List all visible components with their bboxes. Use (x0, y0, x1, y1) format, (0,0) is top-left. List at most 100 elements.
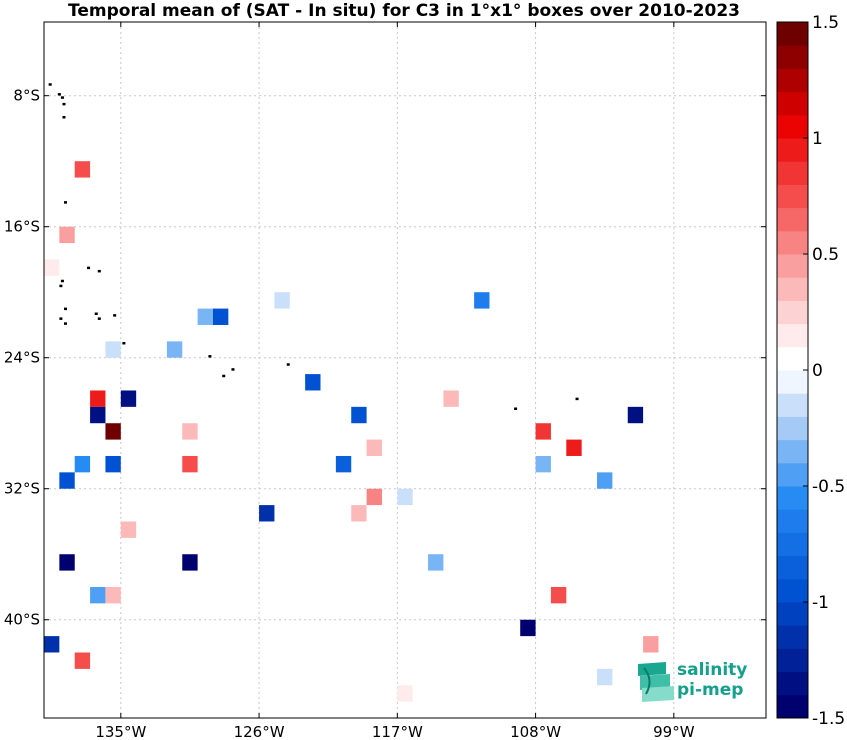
colorbar-swatch (777, 161, 808, 185)
data-cell (474, 292, 490, 309)
colorbar-swatch (777, 230, 808, 255)
colorbar-swatch (777, 625, 808, 649)
island-marker (575, 397, 579, 401)
island-marker (231, 368, 235, 371)
colorbar-swatch (777, 207, 808, 232)
island-marker (87, 266, 91, 270)
colorbar-swatch (777, 671, 808, 696)
colorbar-swatch (777, 439, 808, 464)
x-tick-label: 117°W (372, 723, 423, 740)
data-cell (59, 472, 75, 489)
colorbar-swatch (777, 486, 808, 510)
data-cell (566, 439, 582, 456)
data-cell (597, 472, 613, 489)
data-cell (90, 390, 106, 407)
x-tick-label: 99°W (653, 723, 695, 740)
data-cell (520, 619, 536, 637)
colorbar-swatch (777, 184, 808, 209)
data-cell (166, 341, 183, 358)
logo-icon (638, 662, 674, 702)
colorbar-swatch (777, 91, 808, 116)
data-cell (535, 455, 551, 473)
data-cell (397, 488, 413, 506)
island-marker (62, 102, 66, 106)
colorbar-tick-label: -1.5 (812, 709, 845, 729)
data-cell (44, 259, 60, 276)
island-marker (59, 317, 63, 320)
data-cell (90, 586, 106, 604)
data-cell (643, 636, 659, 653)
data-cell (44, 636, 60, 653)
plot-frame (43, 21, 767, 719)
data-cell (105, 586, 121, 604)
data-cell (428, 554, 444, 571)
island-marker (59, 284, 63, 288)
data-cell (212, 308, 229, 325)
colorbar-swatch (777, 509, 808, 533)
data-cell (105, 423, 121, 440)
salinity-pi-mep-logo: salinity pi-mep (636, 660, 756, 704)
island-marker (64, 322, 68, 325)
y-tick-label: 40°S (4, 611, 40, 629)
island-marker (60, 96, 64, 99)
colorbar-tick-label: -0.5 (812, 477, 845, 497)
colorbar-swatch (777, 393, 808, 417)
data-cell (259, 505, 275, 522)
island-marker (514, 407, 518, 410)
island-marker (97, 317, 101, 320)
colorbar-swatch (777, 254, 808, 278)
data-cell (59, 226, 75, 244)
colorbar-swatch (777, 323, 808, 348)
colorbar-swatch (777, 694, 808, 719)
data-cell (351, 406, 367, 424)
colorbar-swatch (777, 416, 808, 441)
data-cell (105, 341, 121, 358)
colorbar-swatch (777, 555, 808, 580)
x-tick-label: 135°W (95, 723, 146, 740)
data-cell (274, 292, 290, 309)
x-axis: 135°W 126°W 117°W 108°W 99°W (95, 22, 695, 740)
x-tick-label: 108°W (510, 723, 561, 740)
colorbar-swatch (777, 300, 808, 325)
colorbar-swatch (777, 277, 808, 301)
island-markers (48, 83, 579, 410)
colorbar-swatch (777, 602, 808, 626)
logo-line-2: pi-mep (677, 680, 744, 700)
data-cell (335, 455, 352, 473)
data-cell (597, 668, 613, 686)
island-marker (57, 93, 61, 96)
data-cell (197, 308, 213, 325)
data-cell (90, 406, 106, 424)
logo-line-1: salinity (677, 660, 748, 680)
data-cell (59, 554, 75, 571)
data-cell (182, 554, 198, 571)
island-marker (122, 341, 126, 345)
colorbar-swatch (777, 370, 808, 394)
island-marker (97, 269, 101, 273)
colorbar-swatch (777, 648, 808, 673)
island-marker (222, 374, 226, 378)
y-tick-label: 24°S (4, 349, 40, 367)
chart-title: Temporal mean of (SAT - In situ) for C3 … (68, 1, 740, 21)
colorbar-swatch (777, 45, 808, 69)
y-tick-label: 16°S (4, 218, 40, 236)
data-cell (351, 505, 367, 522)
island-marker (286, 363, 290, 366)
colorbar-swatch (777, 22, 808, 46)
colorbar-swatch (777, 462, 808, 487)
island-marker (208, 355, 212, 358)
x-tick-label: 126°W (234, 723, 285, 740)
data-cell (120, 521, 137, 538)
colorbar: -1.5 -1 -0.5 0 0.5 1 1.5 (776, 13, 845, 729)
island-marker (64, 201, 68, 204)
island-marker (94, 312, 98, 316)
data-cell (182, 423, 198, 440)
data-cell (627, 406, 644, 424)
y-tick-label: 32°S (4, 480, 40, 498)
data-cell (443, 390, 459, 407)
data-cell (120, 390, 137, 407)
y-tick-label: 8°S (13, 87, 40, 105)
island-marker (60, 279, 64, 283)
colorbar-swatch (777, 114, 808, 139)
island-marker (48, 83, 52, 86)
